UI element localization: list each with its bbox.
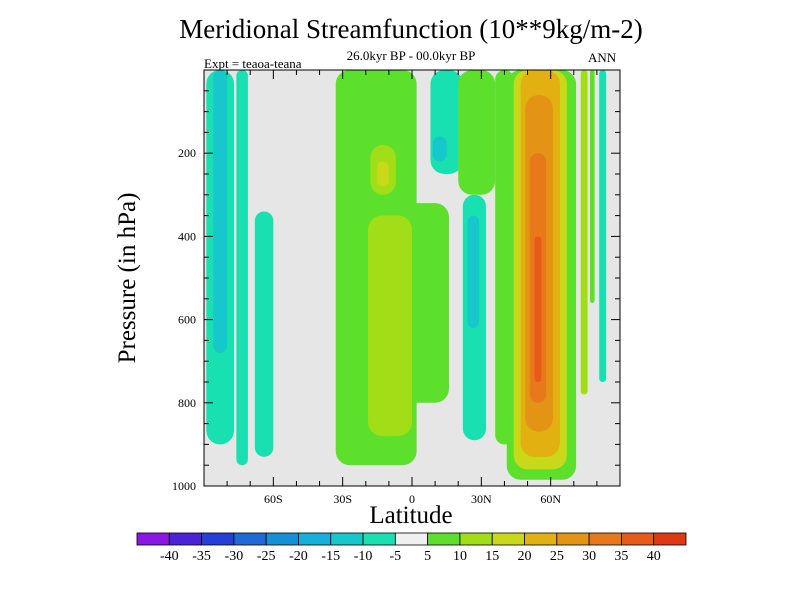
colorbar-label: -5 [390,549,402,564]
colorbar-swatch [491,532,525,546]
colorbar-swatch [427,532,461,546]
colorbar-label: -30 [225,549,244,564]
x-axis-label: Latitude [369,502,453,529]
colorbar-swatch [459,532,493,546]
colorbar-swatch [362,532,396,546]
colorbar-swatch [298,532,332,546]
contour-field-nh-upper-positive [458,70,496,195]
y-tick-label: 600 [178,313,196,327]
contour-field-sh-midlat-negative [254,211,274,457]
colorbar-swatch [265,532,299,546]
colorbar-label: 35 [614,549,628,564]
colorbar-swatch [621,532,655,546]
colorbar-label: -35 [192,549,211,564]
x-tick-label: 60N [540,492,561,506]
y-tick-label: 800 [178,396,196,410]
colorbar-label: 40 [647,549,661,564]
contour-field-nh-tropical-negative-core [432,136,447,162]
colorbar-label: -15 [321,549,340,564]
y-tick-label: 400 [178,229,196,243]
colorbar-swatch [556,532,590,546]
y-tick-label: 200 [178,146,196,160]
y-axis: 200 400 600 800 1000 [172,90,620,493]
chart-subtitle: 26.0kyr BP - 00.0kyr BP [346,48,476,63]
colorbar-label: -40 [160,549,179,564]
colorbar-label: 10 [453,549,467,564]
colorbar-label: -25 [257,549,276,564]
colorbar-swatch [588,532,622,546]
colorbar-label: 5 [424,549,431,564]
colorbar-swatch [330,532,364,546]
colorbar-swatch [233,532,267,546]
colorbar-swatch [136,532,170,546]
x-axis: 60S 30S 0 30N 60N [226,70,598,506]
experiment-label: Expt = teaoa-teana [204,56,302,71]
season-label: ANN [588,50,617,65]
x-tick-label: 60S [264,492,283,506]
x-tick-label: 30S [333,492,352,506]
contour-field-tropical-core [368,215,412,437]
colorbar-label: 20 [518,549,532,564]
contour-field-nh-polar-band-2 [589,70,595,303]
colorbar-label: 30 [582,549,596,564]
colorbar-swatch [201,532,235,546]
colorbar-swatch [168,532,202,546]
contour-field-upper-tropical-max [377,161,389,187]
colorbar-swatch [524,532,558,546]
colorbar-label: 25 [550,549,564,564]
contour-field-sh-band-2 [236,70,248,466]
y-axis-label: Pressure (in hPa) [114,192,141,364]
x-tick-label: 0 [409,492,415,506]
contour-field-nh-polar-band-1 [580,70,588,395]
y-tick-label: 1000 [172,479,196,493]
colorbar-label: 15 [485,549,499,564]
contour-field-sh-polar-negative-core [213,70,228,353]
colorbar-label: -20 [289,549,308,564]
colorbar-swatch [653,532,687,546]
x-tick-label: 30N [471,492,492,506]
contour-fields [204,70,620,486]
colorbar-label: -10 [354,549,373,564]
colorbar-swatch [394,532,429,546]
contour-field-nh-midlat-cell-35 [534,236,542,382]
contour-field-tropical-positive-east [402,203,449,403]
contour-field-nh-subtropical-negative-core [467,215,480,328]
chart-title: Meridional Streamfunction (10**9kg/m-2) [179,14,643,44]
colorbar: -40 -35 -30 -25 -20 -15 -10 -5 5 10 15 20 25 30 35 40 [136,532,687,564]
contour-field-nh-polar-band-3 [599,70,607,382]
